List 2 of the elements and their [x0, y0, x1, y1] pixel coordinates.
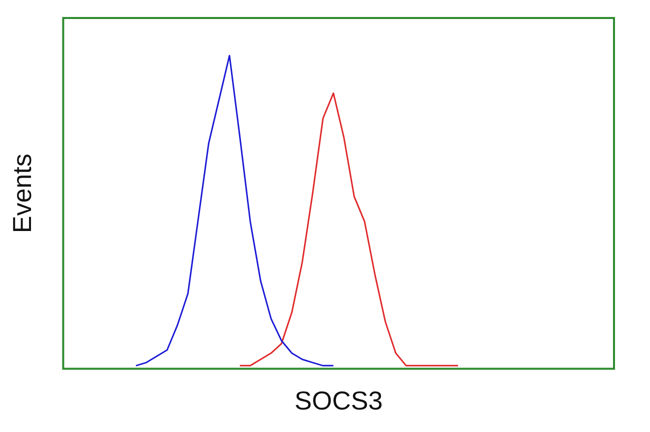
- y-axis-title: Events: [6, 154, 37, 234]
- x-axis-title: SOCS3: [294, 386, 383, 416]
